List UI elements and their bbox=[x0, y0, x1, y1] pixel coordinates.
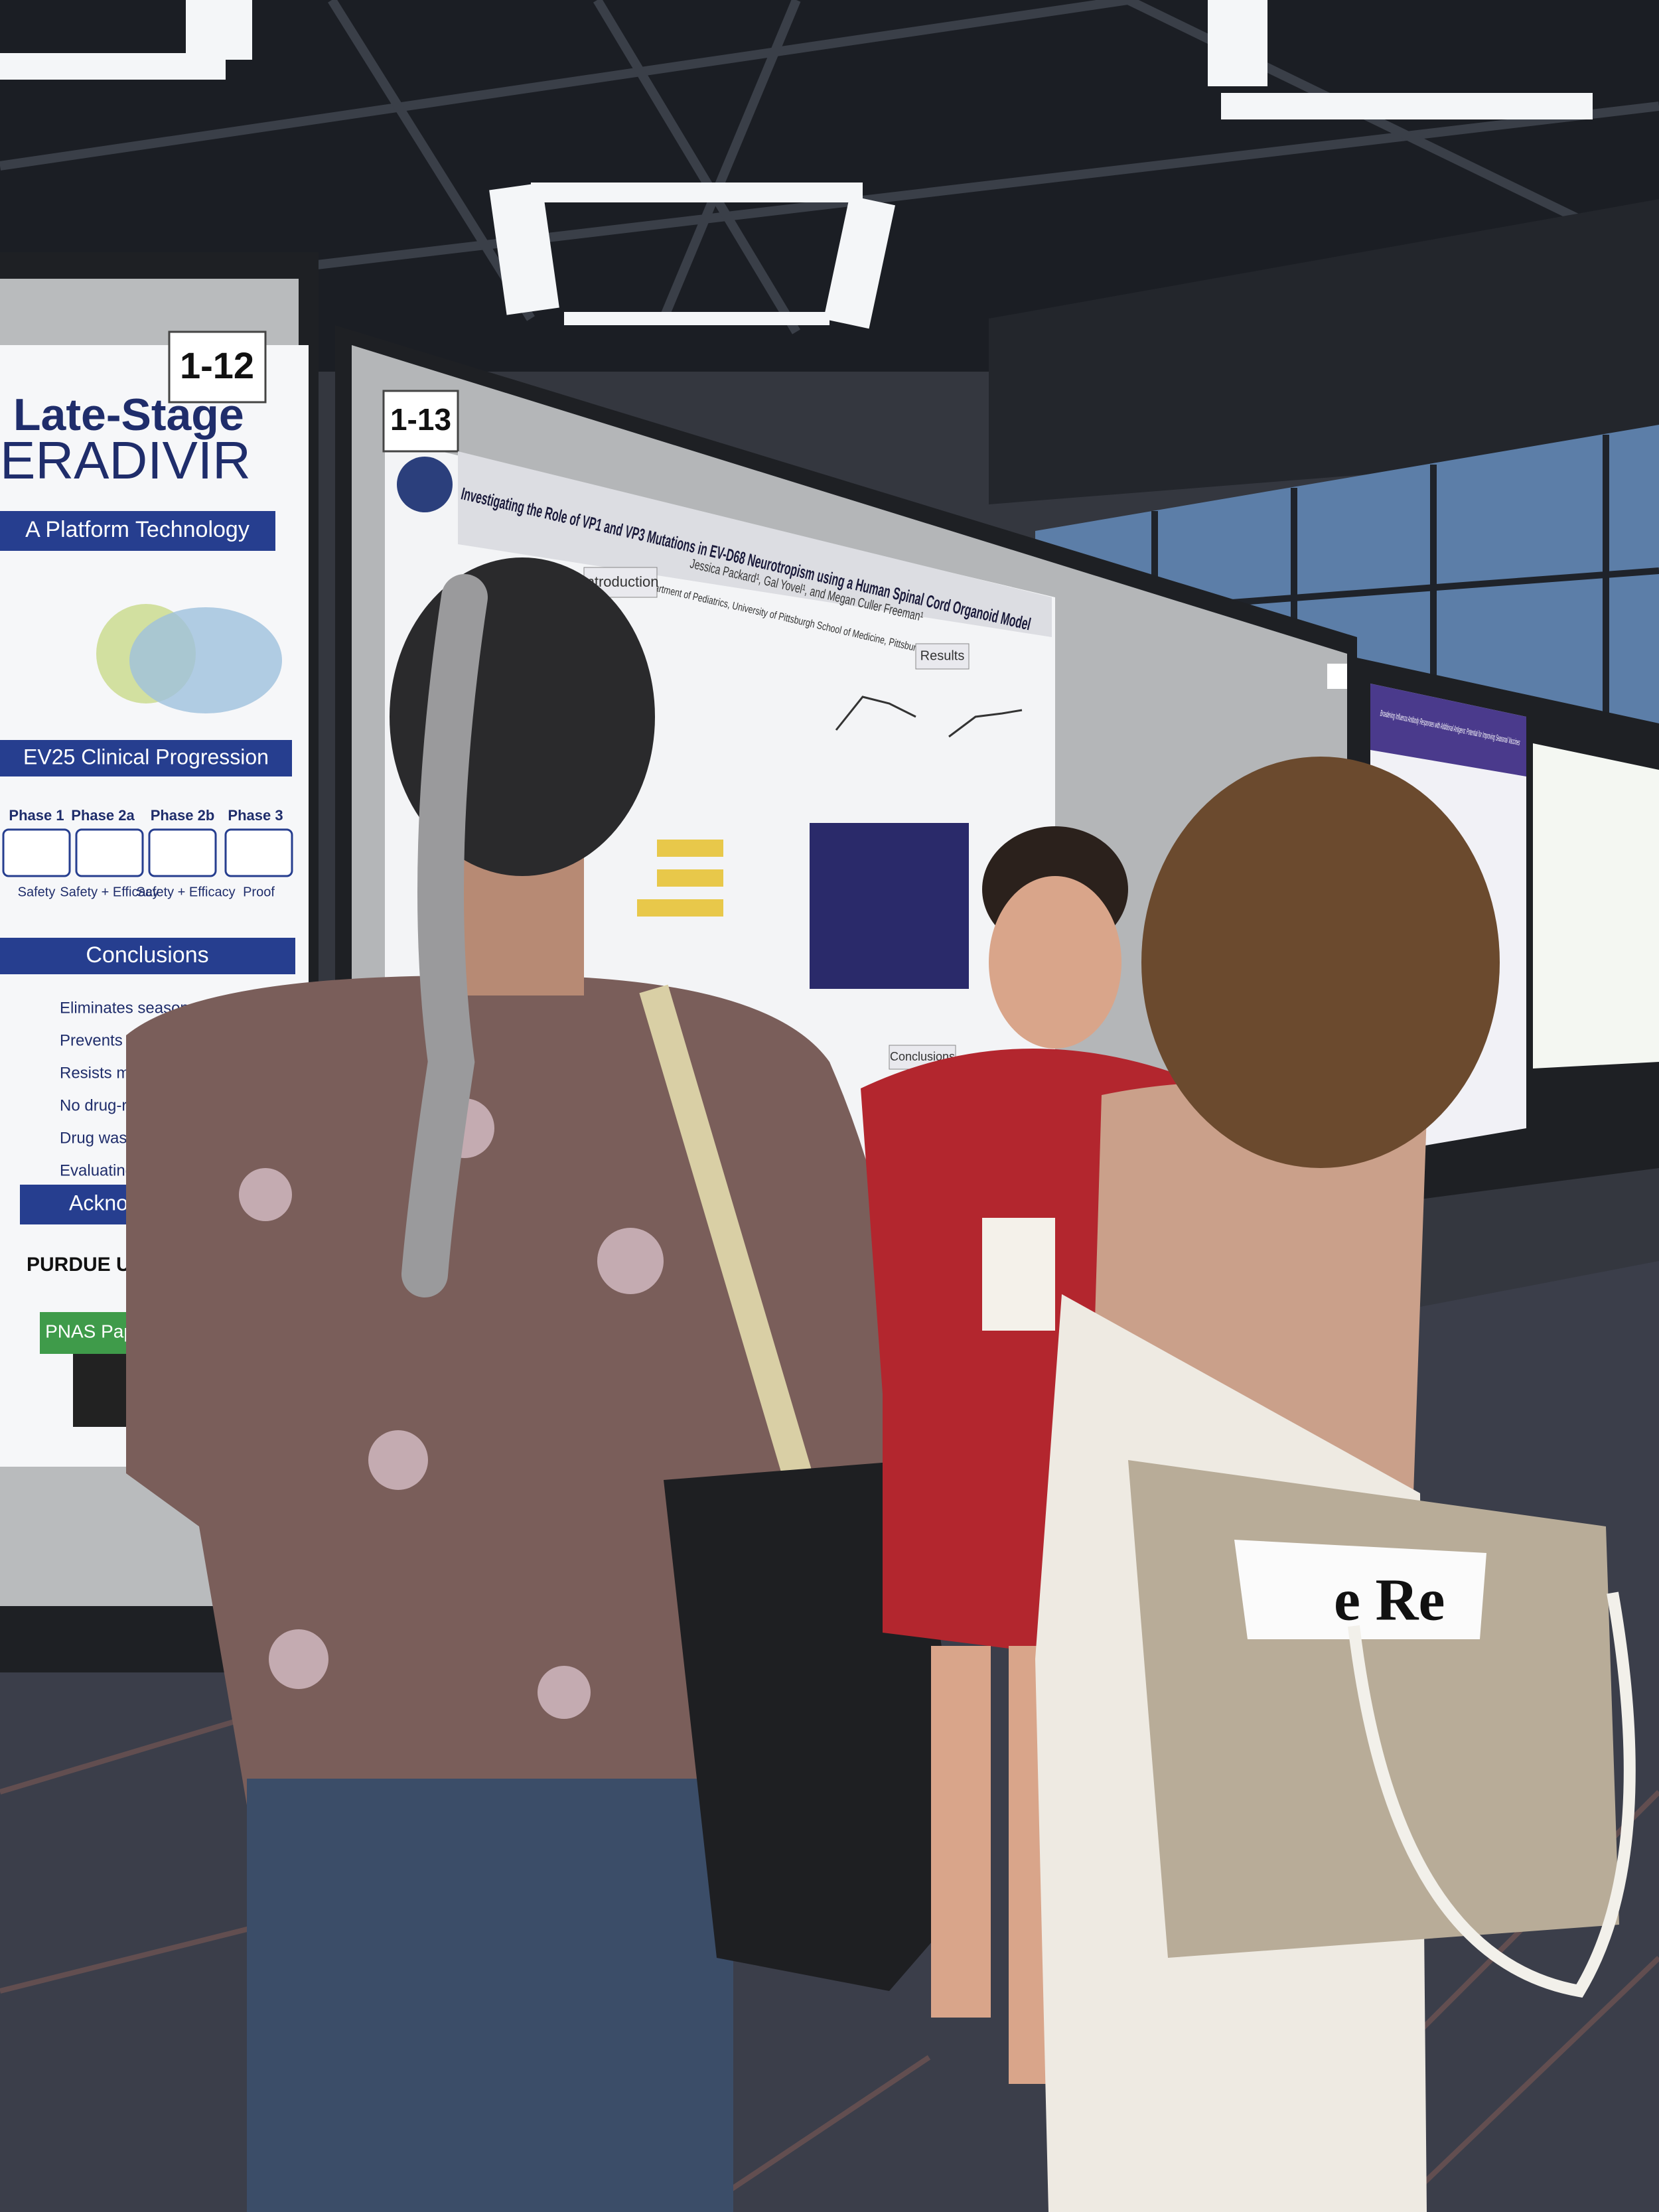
booklet-text: e Re bbox=[1334, 1568, 1445, 1633]
tote-bag bbox=[1128, 1460, 1619, 1958]
bag-strap bbox=[639, 984, 818, 1498]
phase-label: Phase 2a bbox=[71, 807, 135, 824]
bag-handle bbox=[1348, 1591, 1636, 1998]
section-heading: EV25 Clinical Progression bbox=[23, 745, 269, 769]
person-jeans bbox=[247, 1779, 733, 2212]
microscopy-panel bbox=[810, 823, 969, 989]
university-seal bbox=[397, 457, 453, 512]
person-face bbox=[989, 876, 1121, 1049]
section-banner bbox=[0, 938, 295, 974]
stage-label: Safety + Efficacy bbox=[136, 885, 235, 899]
phase-row: Phase 1 Phase 2a Phase 2b Phase 3 bbox=[9, 807, 283, 824]
phase-label: Phase 1 bbox=[9, 807, 64, 824]
mutation-bars bbox=[637, 840, 723, 917]
poster-brand: ERADIVIR bbox=[0, 431, 251, 490]
title-banner bbox=[1370, 684, 1526, 776]
stage-label: Safety + Efficacy bbox=[60, 885, 159, 899]
poster-number: 1-13 bbox=[390, 402, 451, 437]
ceiling-beams bbox=[0, 0, 1659, 334]
section-heading: Results bbox=[920, 648, 965, 663]
booklet bbox=[1234, 1540, 1486, 1639]
poster-number-card bbox=[168, 331, 267, 404]
person-braid bbox=[401, 574, 488, 1297]
poster-title: Late-Stage bbox=[13, 390, 244, 440]
title-banner bbox=[458, 451, 1052, 637]
section-heading: Conclusions bbox=[86, 942, 208, 968]
phase-label: Phase 2b bbox=[151, 807, 215, 824]
qr-code bbox=[73, 1354, 126, 1427]
section-heading: Conclusions bbox=[890, 1050, 955, 1063]
poster bbox=[1533, 743, 1659, 1069]
poster-number-card bbox=[1327, 664, 1347, 689]
section-banner bbox=[0, 740, 292, 776]
poster-number: 1-12 bbox=[180, 344, 254, 386]
paper-cup bbox=[982, 1218, 1055, 1331]
phase-label: Phase 3 bbox=[228, 807, 283, 824]
curtain bbox=[989, 199, 1659, 504]
venn-circle bbox=[129, 607, 282, 713]
section-heading: A Platform Technology bbox=[25, 517, 250, 542]
footer-text: PNAS Pap bbox=[45, 1321, 134, 1341]
section-banner bbox=[0, 511, 275, 551]
stage-label: Safety bbox=[18, 885, 56, 899]
stage-label: Proof bbox=[243, 885, 275, 899]
section-tab bbox=[915, 643, 970, 670]
person-leg bbox=[931, 1646, 991, 2018]
poster-number-card bbox=[382, 390, 459, 453]
person-hair bbox=[1141, 757, 1500, 1168]
results-plots bbox=[835, 696, 1023, 738]
phase-boxes bbox=[2, 828, 293, 877]
stage-row: Safety Safety + Efficacy Safety + Effica… bbox=[18, 885, 275, 899]
footer-banner bbox=[40, 1312, 139, 1354]
ceiling-lights bbox=[0, 0, 1593, 329]
